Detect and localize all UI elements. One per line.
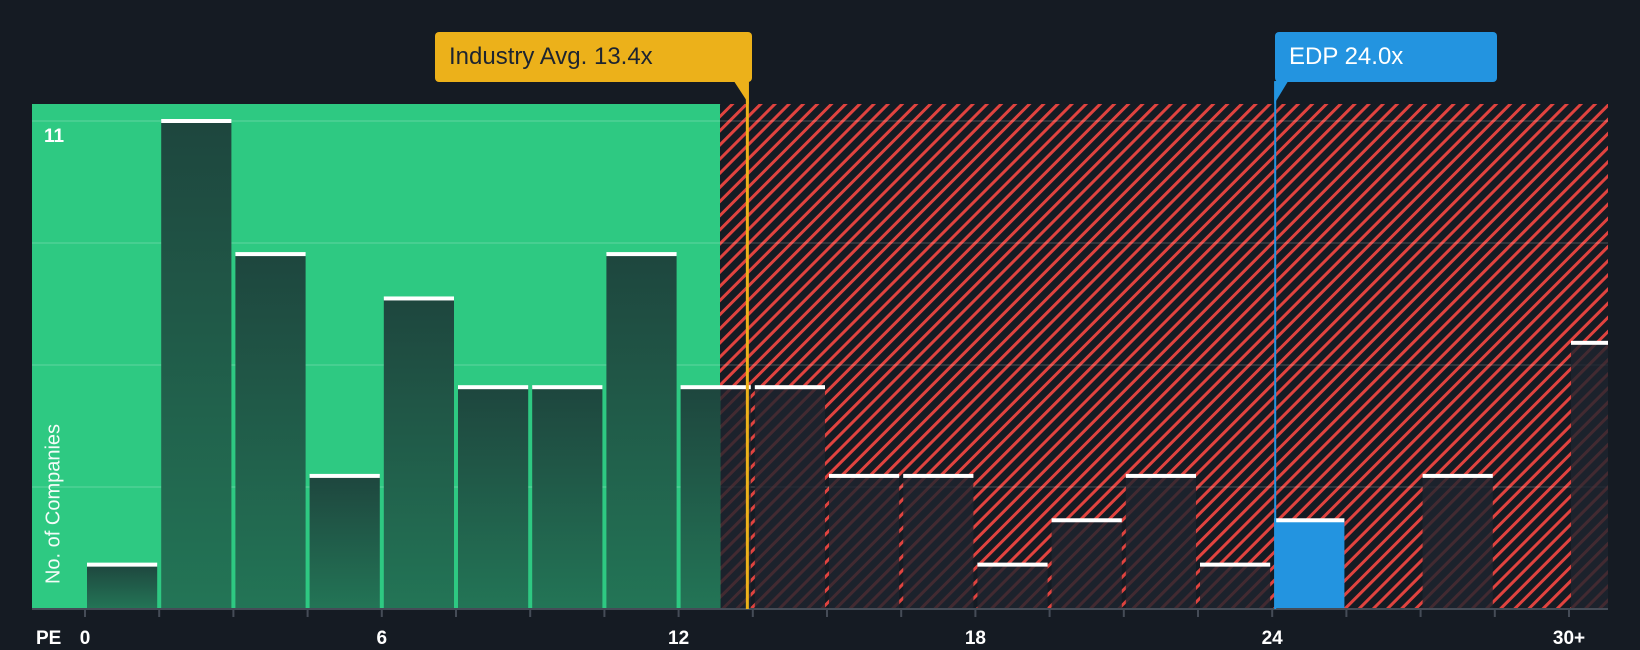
histogram-bar [1125,473,1196,609]
x-tick-label: 6 [376,628,388,649]
histogram-bar [532,385,603,609]
bar-cap [1274,518,1345,523]
histogram-bar [383,296,454,609]
histogram-bar [1051,518,1122,609]
company-pe-label: EDP 24.0x [1289,43,1404,70]
company-pe-line [1274,82,1277,609]
bar-cap [977,562,1048,567]
bar-cap [161,119,232,123]
bar-cap [754,385,825,390]
histogram-bar [680,385,751,609]
histogram-bar [606,252,677,609]
histogram-bar [1571,340,1608,609]
histogram-bars [87,119,1608,609]
bar-cap [829,473,900,478]
histogram-bar [235,252,306,609]
industry-average-line [745,82,749,609]
x-tick-label: 24 [1261,628,1283,649]
bar-cap [1422,473,1493,478]
x-axis [32,608,1608,617]
histogram-bar [977,562,1048,609]
reference-lines [733,81,1289,609]
y-axis-title: No. of Companies [42,423,65,585]
x-tick-label: 0 [79,628,91,649]
x-axis-title: PE [36,628,62,649]
bar-cap [458,385,529,390]
histogram-bar [161,119,232,609]
x-tick-label: 30+ [1552,628,1586,649]
histogram-bar [458,385,529,609]
bar-cap [1571,340,1608,345]
histogram-bar [754,385,825,609]
bar-cap [680,385,751,390]
bar-cap [1125,473,1196,478]
company-callout-pointer [1274,81,1289,104]
bar-cap [383,296,454,301]
industry-average-label: Industry Avg. 13.4x [449,43,653,70]
histogram-bar [87,562,158,609]
bar-cap [606,252,677,257]
bar-cap [903,473,974,478]
histogram-bar [1200,562,1271,609]
bar-highlight-company [1274,518,1345,609]
bar-cap [1051,518,1122,523]
industry-callout-pointer [733,81,749,104]
x-tick-label: 18 [964,628,986,649]
bar-cap [87,562,158,567]
histogram-bar [829,473,900,609]
company-pe-callout: EDP 24.0x [1275,32,1497,82]
histogram-bar [903,473,974,609]
bar-cap [532,385,603,390]
y-axis-max-label: 11 [44,126,65,147]
industry-average-callout: Industry Avg. 13.4x [435,32,752,82]
bar-cap [235,252,306,257]
histogram-bar [1422,473,1493,609]
x-tick-label: 12 [668,628,690,649]
bar-cap [309,473,380,478]
histogram-bar [309,473,380,609]
bar-cap [1200,562,1271,567]
